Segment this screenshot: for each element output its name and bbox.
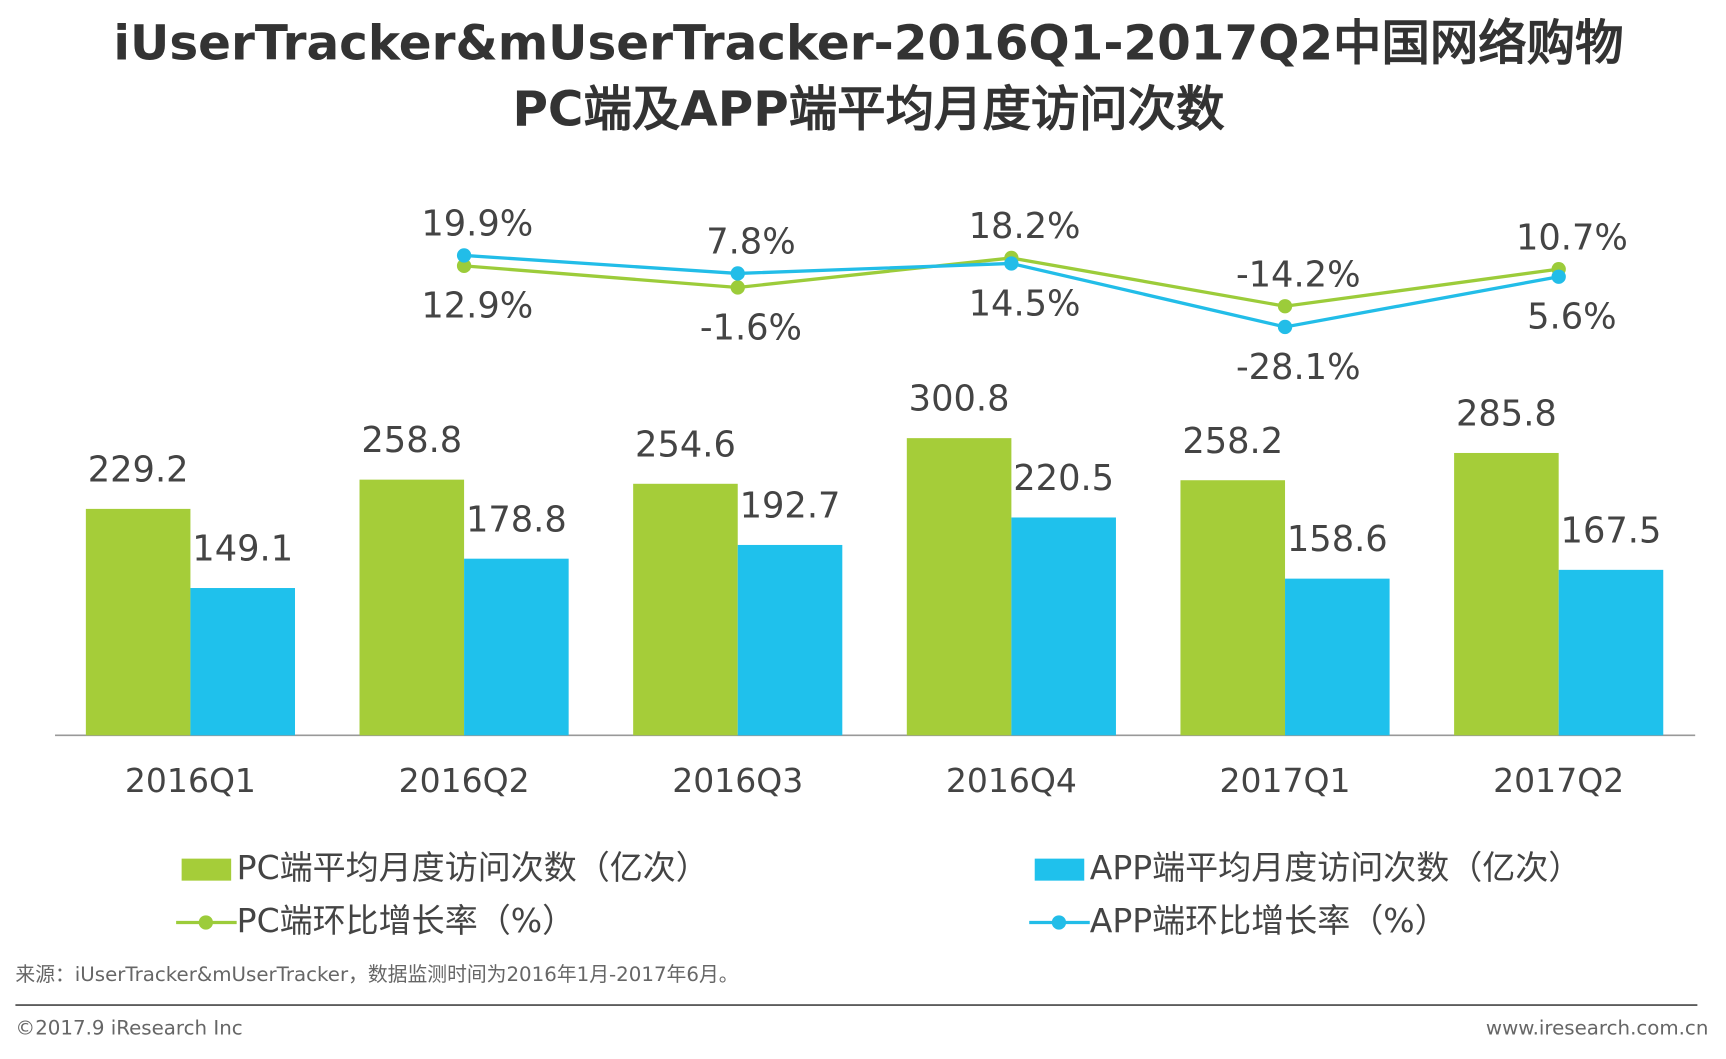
bar-value-label: 258.2	[1182, 421, 1283, 462]
legend-swatch	[181, 858, 232, 881]
bar	[633, 483, 738, 736]
bar	[1285, 578, 1390, 736]
bar	[737, 544, 843, 736]
legend-label: PC端平均月度访问次数（亿次）	[237, 848, 709, 887]
growth-value-label: 18.2%	[969, 206, 1081, 247]
bar	[190, 588, 296, 736]
legend-label: APP端环比增长率（%）	[1090, 901, 1448, 940]
bar	[1180, 480, 1286, 736]
growth-value-label: 10.7%	[1516, 217, 1628, 258]
growth-point	[1551, 269, 1566, 284]
bar-value-label: 258.8	[361, 420, 462, 461]
growth-value-label: 5.6%	[1527, 297, 1616, 338]
legend-swatch-dot	[1051, 915, 1067, 930]
legend-swatch	[1034, 858, 1085, 881]
growth-value-label: -28.1%	[1236, 347, 1361, 388]
bar	[359, 479, 465, 736]
growth-value-label: 19.9%	[421, 204, 533, 245]
website: www.iresearch.com.cn	[1486, 1017, 1708, 1040]
growth-value-label: -14.2%	[1236, 255, 1361, 296]
growth-value-label: -1.6%	[700, 307, 802, 348]
bar-value-label: 192.7	[740, 486, 841, 527]
legend-label: PC端环比增长率（%）	[237, 901, 575, 940]
chart-subtitle: PC端及APP端平均月度访问次数	[512, 81, 1225, 137]
copyright: ©2017.9 iResearch Inc	[15, 1017, 242, 1040]
growth-point	[456, 258, 472, 274]
bar	[906, 438, 1012, 736]
x-tick-label: 2016Q3	[672, 761, 803, 800]
bar	[1454, 452, 1559, 736]
bar	[464, 558, 569, 736]
bar-value-label: 158.6	[1287, 519, 1388, 560]
growth-point	[456, 248, 472, 263]
growth-point	[1277, 299, 1293, 314]
growth-point	[1277, 319, 1293, 335]
bar	[85, 508, 191, 736]
growth-point	[1004, 256, 1019, 271]
bar-value-label: 167.5	[1561, 510, 1662, 551]
x-tick-label: 2016Q4	[946, 761, 1077, 800]
bar-value-label: 149.1	[192, 529, 293, 570]
legend-swatch-dot	[198, 915, 213, 930]
x-tick-label: 2017Q2	[1493, 761, 1624, 800]
legend-label: APP端平均月度访问次数（亿次）	[1090, 848, 1582, 887]
bar-value-label: 229.2	[88, 449, 189, 490]
growth-point	[730, 280, 745, 295]
x-tick-label: 2016Q2	[399, 761, 530, 800]
chart-title: iUserTracker&mUserTracker-2016Q1-2017Q2中…	[113, 15, 1623, 71]
bar	[1558, 569, 1664, 736]
bar	[1011, 517, 1116, 736]
bar-value-label: 220.5	[1013, 458, 1114, 499]
bar-value-label: 300.8	[909, 379, 1010, 420]
bar-value-label: 285.8	[1456, 394, 1557, 435]
growth-value-label: 14.5%	[969, 283, 1081, 324]
x-tick-label: 2017Q1	[1220, 761, 1351, 800]
bar-value-label: 254.6	[635, 424, 736, 465]
source-note: 来源：iUserTracker&mUserTracker，数据监测时间为2016…	[15, 963, 738, 986]
bar-value-label: 178.8	[466, 499, 567, 540]
growth-value-label: 12.9%	[421, 286, 533, 327]
growth-point	[730, 266, 745, 281]
growth-value-label: 7.8%	[706, 222, 795, 263]
x-tick-label: 2016Q1	[125, 761, 256, 800]
